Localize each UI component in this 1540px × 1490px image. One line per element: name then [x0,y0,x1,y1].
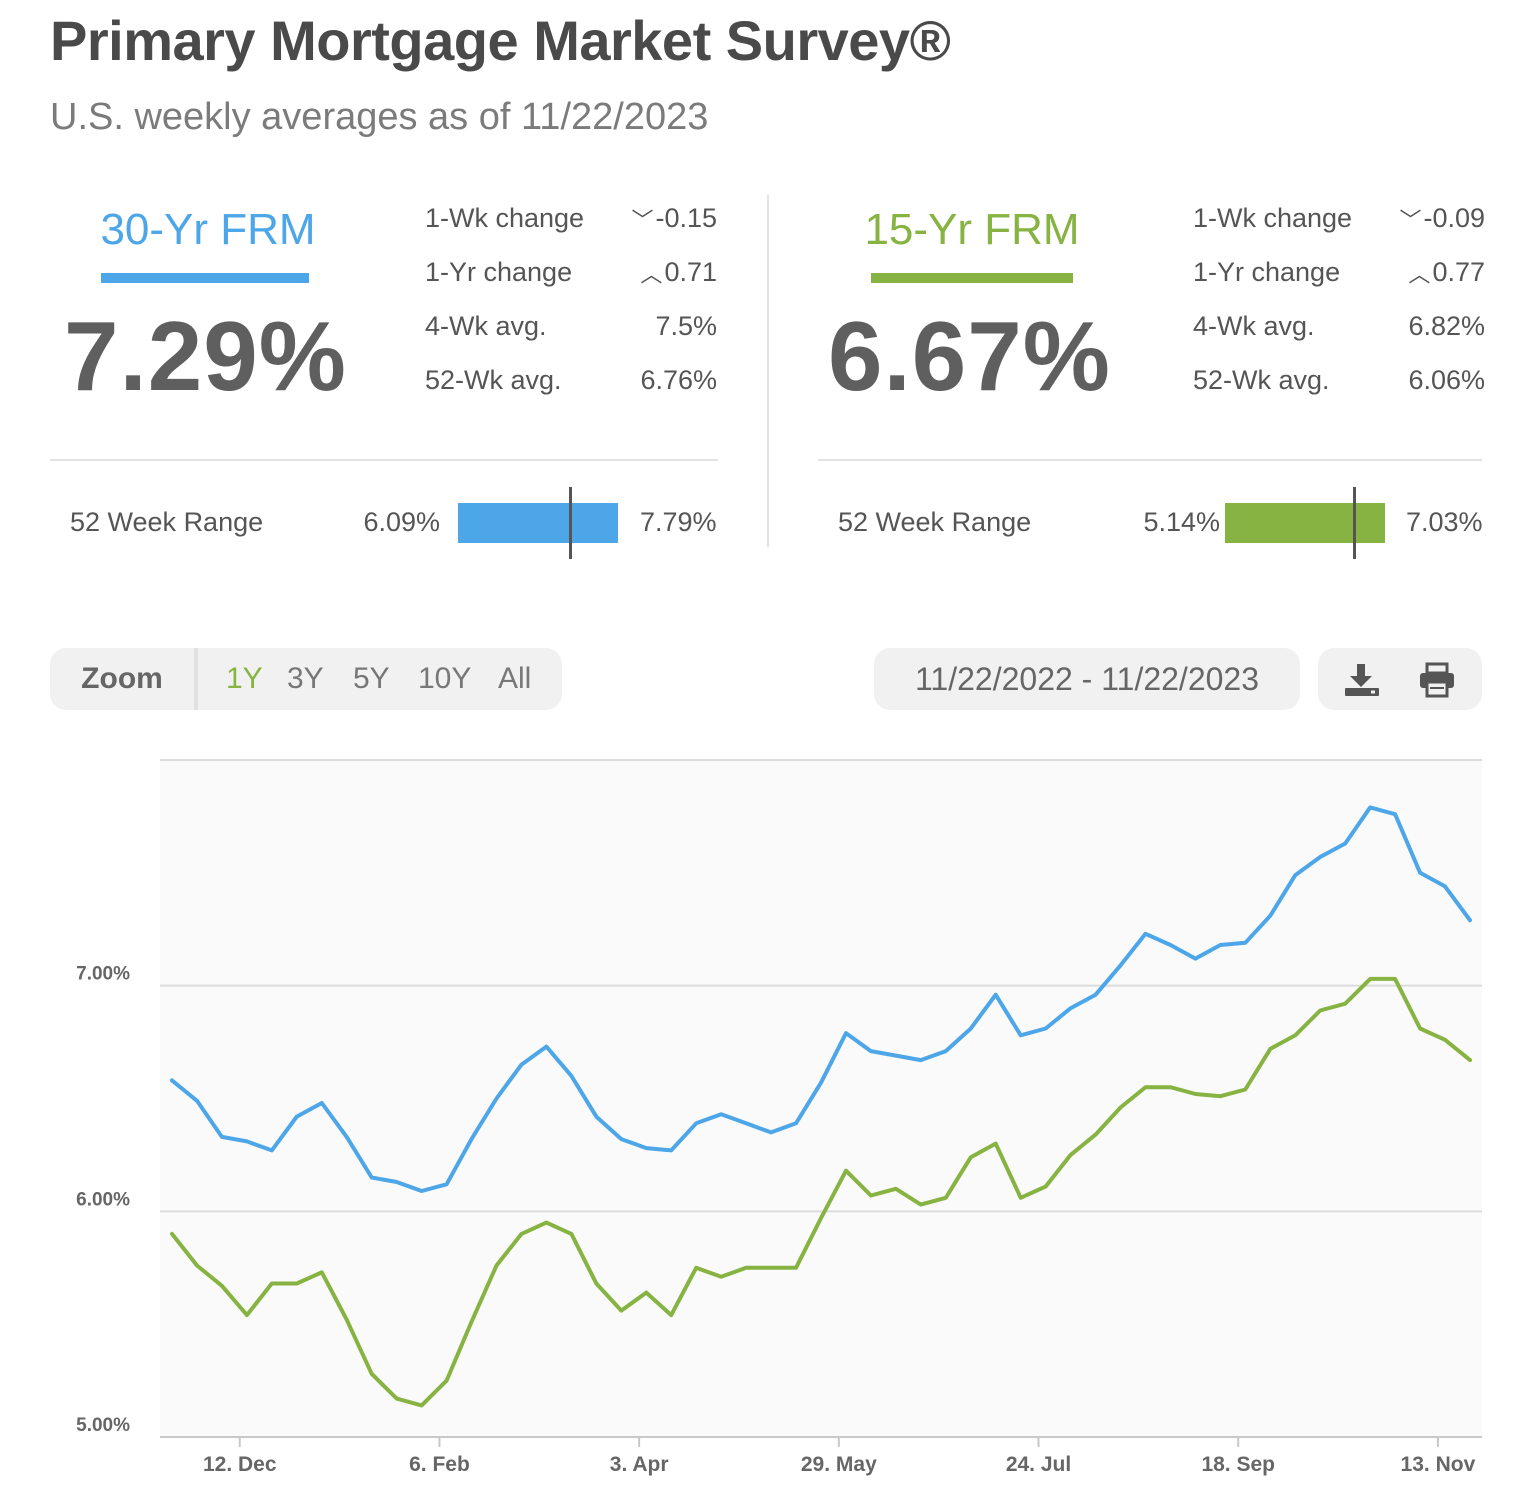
zoom-3y-button[interactable]: 3Y [287,662,324,695]
x-tick-label: 12. Dec [203,1453,277,1476]
stat-row: 1-Yr change ︿0.77 [1193,257,1485,311]
stat-row: 4-Wk avg. 7.5% [425,311,717,365]
stat-label: 1-Wk change [1193,203,1353,233]
range-low: 6.09% [363,507,440,537]
x-tick-label: 13. Nov [1401,1453,1476,1476]
range-high: 7.79% [640,507,717,537]
divider [50,459,718,461]
stat-row: 52-Wk avg. 6.76% [425,365,717,419]
date-range-button[interactable]: 11/22/2022 - 11/22/2023 [874,648,1300,710]
y-tick-label: 6.00% [76,1189,130,1210]
frm30-name[interactable]: 30-Yr FRM [100,205,316,254]
frm30-stats: 1-Wk change ﹀-0.15 1-Yr change ︿0.71 4-W… [425,203,717,419]
stat-label: 52-Wk avg. [1193,365,1330,395]
stat-label: 1-Yr change [1193,257,1341,287]
stat-label: 4-Wk avg. [1193,311,1315,341]
zoom-all-button[interactable]: All [498,662,532,695]
stat-value: 7.5% [655,311,717,341]
zoom-10y-button[interactable]: 10Y [418,662,472,695]
page-title: Primary Mortgage Market Survey® [50,9,951,72]
divider [818,459,1482,461]
stat-label: 52-Wk avg. [425,365,562,395]
stat-value: ﹀-0.09 [1399,203,1485,233]
zoom-5y-button[interactable]: 5Y [353,662,390,695]
stat-row: 52-Wk avg. 6.06% [1193,365,1485,419]
rate-chart: 5.00% 6.00% 7.00% 12. Dec 6. Feb 3. Apr 29. M… [76,759,1482,1476]
y-tick-label: 5.00% [76,1415,130,1436]
frm30-panel: 30-Yr FRM 7.29% 1-Wk change ﹀-0.15 1-Yr … [50,195,730,565]
stat-value: 6.82% [1408,311,1485,341]
plot-area [160,760,1482,1437]
chevron-up-icon: ︿ [640,262,663,287]
x-tick-label: 29. May [801,1453,877,1476]
range-label: 52 Week Range [838,507,1032,537]
frm15-rate: 6.67% [828,301,1111,411]
frm30-underline [101,273,309,283]
frm30-series-line[interactable] [170,805,1472,1193]
chevron-down-icon: ﹀ [631,208,654,233]
stat-value: 6.76% [640,365,717,395]
chevron-down-icon: ﹀ [1399,208,1422,233]
download-icon[interactable] [1343,662,1383,698]
zoom-label: Zoom [50,648,198,710]
stat-value: ︿0.77 [1408,257,1485,287]
zoom-1y-button[interactable]: 1Y [226,662,263,695]
y-tick-label: 7.00% [76,964,130,985]
chevron-up-icon: ︿ [1408,262,1431,287]
print-icon[interactable] [1418,662,1458,698]
zoom-selector: Zoom 1Y 3Y 5Y 10Y All [50,648,562,710]
frm15-series-line[interactable] [170,976,1472,1408]
stat-row: 1-Wk change ﹀-0.09 [1193,203,1485,257]
stat-row: 1-Wk change ﹀-0.15 [425,203,717,257]
stat-row: 1-Yr change ︿0.71 [425,257,717,311]
range-bar [458,503,618,543]
frm15-underline [871,273,1073,283]
range-low: 5.14% [1143,507,1220,537]
range-high: 7.03% [1406,507,1483,537]
frm15-panel: 15-Yr FRM 6.67% 1-Wk change ﹀-0.09 1-Yr … [818,195,1498,565]
stat-label: 1-Wk change [425,203,585,233]
frm15-name[interactable]: 15-Yr FRM [864,205,1080,254]
stat-row: 4-Wk avg. 6.82% [1193,311,1485,365]
x-tick-label: 3. Apr [610,1453,669,1476]
x-tick-label: 18. Sep [1201,1453,1275,1476]
x-tick-label: 6. Feb [409,1453,470,1476]
x-tick-label: 24. Jul [1006,1453,1071,1476]
stat-value: ﹀-0.15 [631,203,717,233]
range-bar [1225,503,1385,543]
stat-label: 1-Yr change [425,257,573,287]
stat-value: 6.06% [1408,365,1485,395]
range-label: 52 Week Range [70,507,264,537]
chart-tools [1318,648,1482,710]
stat-label: 4-Wk avg. [425,311,547,341]
page-subtitle: U.S. weekly averages as of 11/22/2023 [50,96,709,138]
frm30-rate: 7.29% [64,301,347,411]
stat-value: ︿0.71 [640,257,717,287]
range-current-marker [569,487,573,559]
range-current-marker [1353,487,1357,559]
panel-divider [767,195,769,547]
frm15-stats: 1-Wk change ﹀-0.09 1-Yr change ︿0.77 4-W… [1193,203,1485,419]
